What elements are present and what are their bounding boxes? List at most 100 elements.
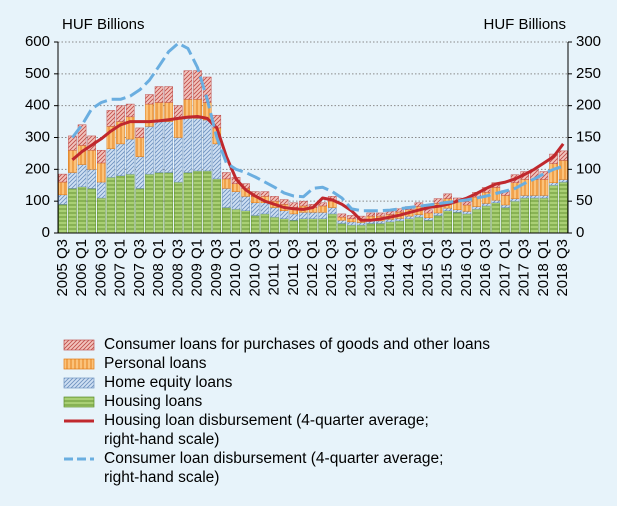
bar-segment [183, 118, 193, 173]
bar-segment [491, 202, 501, 234]
bar-segment [462, 201, 472, 206]
bar-segment [173, 137, 183, 183]
bar-segment [481, 203, 491, 207]
bar-segment [68, 172, 77, 189]
bar-segment [68, 188, 77, 234]
y-tick-label: 0 [42, 224, 50, 241]
x-tick-label: 2016 Q3 [477, 239, 494, 297]
legend-box [63, 377, 95, 389]
bar-segment [414, 214, 424, 218]
legend-box [63, 358, 95, 370]
bar-segment [279, 199, 289, 205]
x-tick-label: 2008 Q3 [169, 239, 186, 297]
bar-segment [366, 223, 376, 234]
bar-segment [472, 206, 481, 210]
legend-item: Consumer loans for purchases of goods an… [62, 335, 602, 354]
bar-segment [289, 213, 299, 221]
bar-segment [337, 213, 347, 218]
bar-segment [376, 223, 385, 234]
bar-segment [501, 195, 510, 206]
bar-segment [443, 207, 453, 211]
bar-segment [241, 196, 250, 211]
x-tick-label: 2015 Q1 [419, 239, 436, 297]
x-tick-label: 2009 Q1 [188, 239, 205, 297]
bar-segment [116, 143, 125, 176]
bar-segment [164, 172, 173, 234]
bar-segment [347, 218, 356, 223]
bar-segment [87, 169, 96, 189]
bar-segment [318, 212, 327, 219]
bar-segment [260, 202, 270, 215]
bar-segment [453, 212, 462, 234]
x-tick-label: 2013 Q3 [362, 239, 379, 297]
bar-segment [125, 138, 135, 175]
bar-segment [193, 118, 202, 172]
line-series [71, 41, 564, 213]
bar-segment [366, 212, 376, 217]
bar-segment [212, 143, 222, 180]
bar-segment [279, 218, 289, 234]
y2-tick-label: 150 [576, 128, 601, 145]
bar-segment [510, 200, 520, 234]
legend-item: Home equity loans [62, 373, 602, 392]
bar-segment [318, 205, 327, 213]
bar-segment [77, 164, 87, 188]
bar-segment [549, 163, 558, 183]
bar-segment [145, 173, 154, 234]
bar-segment [356, 224, 366, 234]
bar-segment [433, 212, 443, 216]
bar-segment [125, 173, 135, 234]
y-tick-label: 200 [25, 160, 50, 177]
bar-segment [318, 218, 327, 234]
y2-tick-label: 100 [576, 160, 601, 177]
legend-swatch [63, 377, 95, 389]
bar-segment [299, 200, 308, 207]
bar-segment [77, 124, 87, 146]
y2-axis-label: HUF Billions [483, 16, 566, 33]
bar-segment [106, 110, 116, 127]
bar-segment [58, 194, 68, 205]
y-tick-label: 600 [25, 33, 50, 50]
bar-segment [327, 207, 337, 215]
bar-segment [433, 198, 443, 204]
bar-segment [395, 220, 404, 234]
bar-segment [530, 197, 539, 234]
y-tick-label: 400 [25, 97, 50, 114]
bar-segment [97, 181, 106, 199]
bar-segment [520, 197, 529, 234]
line-series [71, 115, 565, 222]
bar-segment [116, 175, 125, 234]
bar-segment [424, 220, 433, 234]
y-tick-label: 300 [25, 128, 50, 145]
bar-segment [68, 149, 77, 173]
bar-segment [501, 204, 510, 208]
bar-segment [164, 86, 173, 103]
y2-tick-label: 250 [576, 65, 601, 82]
bar-segment [520, 195, 529, 199]
y2-tick-label: 300 [576, 33, 601, 50]
bar-segment [308, 218, 318, 234]
bar-segment [347, 221, 356, 226]
bar-segment [202, 170, 212, 234]
x-tick-label: 2018 Q1 [535, 239, 552, 297]
bar-segment [135, 137, 145, 157]
bar-segment [558, 179, 568, 183]
bar-segment [424, 212, 433, 218]
bar-segment [270, 196, 279, 202]
bar-segment [145, 126, 154, 175]
bar-segment [385, 221, 395, 234]
bar-segment [231, 208, 241, 234]
bar-segment [106, 177, 116, 234]
bar-segment [212, 178, 222, 234]
legend-label: Consumer loans for purchases of goods an… [104, 336, 491, 353]
bar-segment [510, 198, 520, 202]
x-tick-label: 2011 Q1 [265, 239, 282, 295]
x-tick-label: 2014 Q1 [381, 239, 398, 297]
chart: HUF Billions HUF Billions 0 100 200 300 400 5… [25, 16, 601, 297]
y2-tick-label: 0 [576, 224, 584, 241]
bar-segment [289, 220, 299, 234]
legend-label: Personal loans [104, 355, 207, 372]
legend-item: Consumer loan disbursement (4-quarter av… [62, 449, 602, 487]
bar-segment [135, 188, 145, 234]
bar-segment [260, 191, 270, 197]
